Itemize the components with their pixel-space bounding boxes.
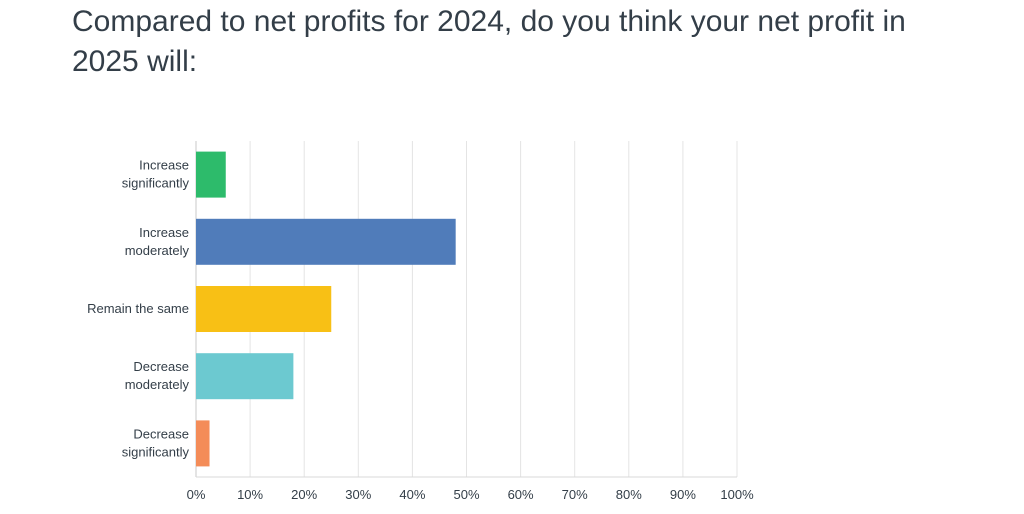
x-tick-label: 20%	[291, 487, 317, 502]
category-label: Remain the same	[87, 301, 189, 316]
x-tick-label: 100%	[720, 487, 754, 502]
category-label: Increase significantly	[122, 158, 190, 191]
x-tick-label: 10%	[237, 487, 263, 502]
x-tick-label: 70%	[562, 487, 588, 502]
bar	[196, 353, 294, 400]
category-label: Increase moderately	[125, 225, 190, 258]
bar	[196, 151, 226, 198]
bar	[196, 420, 210, 467]
bar	[196, 286, 332, 332]
x-tick-label: 60%	[508, 487, 534, 502]
x-tick-label: 40%	[399, 487, 425, 502]
category-label: Decrease moderately	[125, 359, 190, 392]
x-tick-label: 80%	[616, 487, 642, 502]
category-label: Decrease significantly	[122, 426, 190, 459]
x-tick-label: 50%	[453, 487, 479, 502]
bar	[196, 218, 456, 265]
x-tick-label: 90%	[670, 487, 696, 502]
chart-title: Compared to net profits for 2024, do you…	[72, 5, 906, 78]
x-tick-label: 30%	[345, 487, 371, 502]
x-tick-label: 0%	[187, 487, 206, 502]
